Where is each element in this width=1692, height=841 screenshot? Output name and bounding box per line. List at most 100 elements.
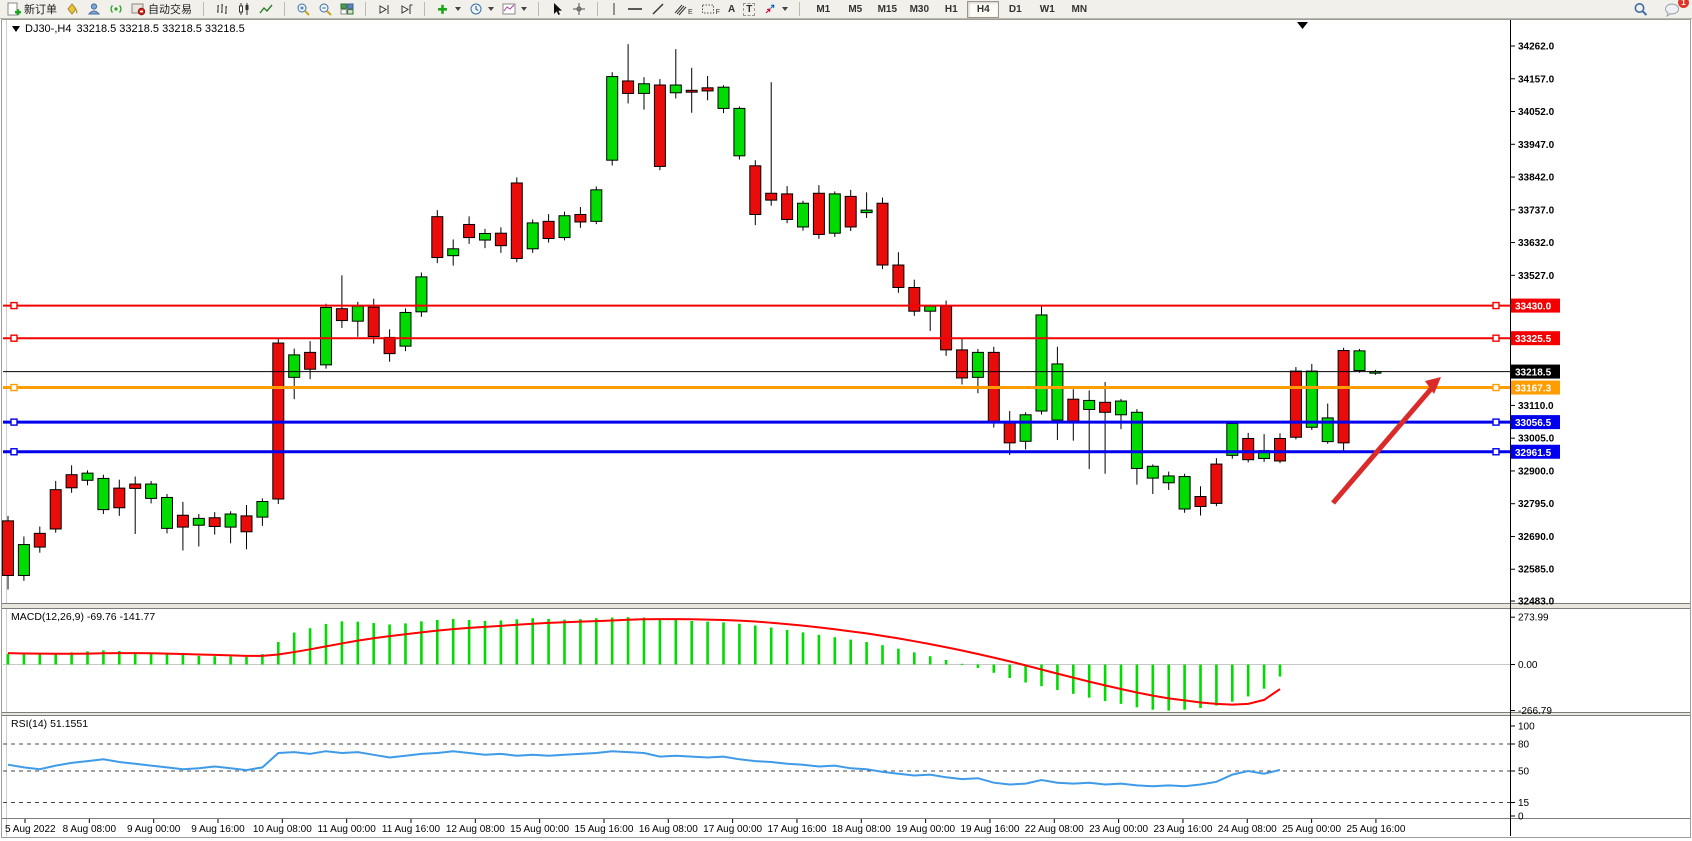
svg-text:10 Aug 08:00: 10 Aug 08:00 bbox=[253, 824, 312, 835]
chart-title: DJ30-,H4 33218.5 33218.5 33218.5 33218.5 bbox=[12, 23, 245, 35]
fibonacci-tool-button[interactable]: E bbox=[669, 0, 697, 18]
crosshair-icon bbox=[572, 2, 586, 16]
timeframe-button-m30[interactable]: M30 bbox=[909, 3, 930, 15]
new-order-button[interactable]: 新订单 bbox=[3, 0, 61, 19]
pane-splitter-0[interactable] bbox=[2, 603, 1690, 609]
timeframe-button-m5[interactable]: M5 bbox=[848, 3, 863, 15]
svg-text:-266.79: -266.79 bbox=[1518, 706, 1552, 717]
svg-text:34052.0: 34052.0 bbox=[1518, 107, 1555, 118]
svg-text:9 Aug 00:00: 9 Aug 00:00 bbox=[127, 824, 181, 835]
indicators-dropdown-caret bbox=[455, 7, 461, 11]
timeframe-toolbar: M1 M5 M15 M30 H1 H4 D1 W1 MN bbox=[804, 0, 1098, 18]
candlestick-mode-button[interactable] bbox=[233, 0, 255, 18]
scroll-end-marker[interactable] bbox=[1297, 22, 1308, 29]
templates-dropdown-caret bbox=[521, 7, 527, 11]
price-axis[interactable]: 34262.0 34157.0 34052.0 33947.0 33842.0 33737… bbox=[1510, 42, 1560, 608]
pane-splitter-1[interactable] bbox=[2, 712, 1690, 716]
svg-text:100: 100 bbox=[1518, 722, 1535, 733]
new-order-icon bbox=[7, 2, 21, 16]
arrows-tool-button[interactable] bbox=[759, 0, 792, 18]
text-label-tool-button[interactable]: T bbox=[739, 1, 759, 18]
signals-button[interactable] bbox=[105, 0, 127, 18]
tile-windows-button[interactable] bbox=[336, 0, 358, 18]
symbol-name: DJ30-,H4 bbox=[25, 23, 72, 35]
svg-text:16 Aug 08:00: 16 Aug 08:00 bbox=[639, 824, 698, 835]
symbol-dropdown-icon[interactable] bbox=[12, 26, 20, 32]
svg-text:33737.0: 33737.0 bbox=[1518, 205, 1555, 216]
cursor-tool-button[interactable] bbox=[546, 0, 568, 18]
periods-dropdown-caret bbox=[488, 7, 494, 11]
vertical-line-tool-button[interactable] bbox=[605, 0, 623, 18]
signal-icon bbox=[109, 2, 123, 16]
indicators-button[interactable] bbox=[432, 0, 465, 18]
chart-shift-button[interactable] bbox=[395, 0, 417, 18]
svg-text:33632.0: 33632.0 bbox=[1518, 238, 1555, 249]
svg-text:33430.0: 33430.0 bbox=[1515, 302, 1552, 313]
rsi-pane: 100 80 50 15 0 bbox=[3, 722, 1535, 823]
auto-scroll-button[interactable] bbox=[373, 0, 395, 18]
svg-text:5 Aug 2022: 5 Aug 2022 bbox=[5, 824, 56, 835]
svg-text:17 Aug 00:00: 17 Aug 00:00 bbox=[703, 824, 762, 835]
timeframe-button-m1[interactable]: M1 bbox=[816, 3, 831, 15]
timeframe-button-mn[interactable]: MN bbox=[1071, 3, 1088, 15]
templates-button[interactable] bbox=[498, 0, 531, 18]
chat-bubble-icon bbox=[1664, 2, 1680, 17]
periods-button[interactable] bbox=[465, 0, 498, 18]
text-tool-button[interactable]: A bbox=[724, 2, 739, 17]
symbol-quotes: 33218.5 33218.5 33218.5 33218.5 bbox=[76, 23, 245, 35]
timeframe-button-d1[interactable]: D1 bbox=[1008, 3, 1022, 15]
svg-text:80: 80 bbox=[1518, 740, 1530, 751]
svg-text:23 Aug 00:00: 23 Aug 00:00 bbox=[1089, 824, 1148, 835]
price-level-label: 33325.5 bbox=[1511, 331, 1560, 346]
bar-chart-icon bbox=[215, 2, 229, 16]
line-chart-mode-button[interactable] bbox=[255, 0, 277, 18]
annotation-arrow[interactable] bbox=[1331, 377, 1441, 505]
svg-text:15 Aug 00:00: 15 Aug 00:00 bbox=[510, 824, 569, 835]
text-tool-icon: A bbox=[727, 3, 736, 15]
svg-text:34262.0: 34262.0 bbox=[1518, 42, 1555, 53]
svg-text:33056.5: 33056.5 bbox=[1515, 418, 1552, 429]
autotrading-label: 自动交易 bbox=[148, 4, 192, 16]
svg-text:34157.0: 34157.0 bbox=[1518, 74, 1555, 85]
svg-text:18 Aug 08:00: 18 Aug 08:00 bbox=[832, 824, 891, 835]
svg-text:15: 15 bbox=[1518, 798, 1530, 809]
trendline-tool-button[interactable] bbox=[647, 0, 669, 18]
bar-chart-mode-button[interactable] bbox=[211, 0, 233, 18]
timeframe-button-h1[interactable]: H1 bbox=[944, 3, 958, 15]
styler-button[interactable] bbox=[61, 0, 83, 18]
fibonacci-icon bbox=[673, 2, 687, 16]
channel-tool-button[interactable]: F bbox=[697, 0, 724, 18]
timeframe-button-m15[interactable]: M15 bbox=[877, 3, 898, 15]
svg-text:19 Aug 16:00: 19 Aug 16:00 bbox=[960, 824, 1019, 835]
autotrading-button[interactable]: 自动交易 bbox=[127, 0, 196, 19]
arrows-dropdown-caret bbox=[782, 7, 789, 11]
svg-text:11 Aug 00:00: 11 Aug 00:00 bbox=[318, 824, 377, 835]
profile-button[interactable] bbox=[83, 0, 105, 18]
horizontal-line-tool-button[interactable] bbox=[623, 0, 647, 18]
price-level-lines[interactable] bbox=[3, 301, 1510, 456]
svg-text:33842.0: 33842.0 bbox=[1518, 173, 1555, 184]
svg-text:25 Aug 00:00: 25 Aug 00:00 bbox=[1282, 824, 1341, 835]
svg-text:273.99: 273.99 bbox=[1518, 613, 1549, 624]
zoom-in-button[interactable] bbox=[292, 0, 314, 18]
crosshair-tool-button[interactable] bbox=[568, 0, 590, 18]
timeframe-button-w1[interactable]: W1 bbox=[1039, 3, 1055, 15]
svg-text:0: 0 bbox=[1518, 812, 1524, 823]
search-button[interactable] bbox=[1629, 0, 1652, 19]
price-level-label: 33056.5 bbox=[1511, 415, 1560, 430]
chart-shift-icon bbox=[399, 2, 413, 16]
notifications-button[interactable]: 1 bbox=[1660, 0, 1689, 19]
line-chart-icon bbox=[259, 2, 273, 16]
horizontal-line-icon bbox=[627, 2, 643, 16]
tile-windows-icon bbox=[340, 2, 354, 16]
macd-label: MACD(12,26,9) -69.76 -141.77 bbox=[11, 611, 156, 623]
svg-text:11 Aug 16:00: 11 Aug 16:00 bbox=[382, 824, 441, 835]
trendline-icon bbox=[651, 2, 665, 16]
rsi-label: RSI(14) 51.1551 bbox=[11, 718, 89, 730]
time-axis[interactable]: 5 Aug 2022 8 Aug 08:00 9 Aug 00:00 9 Aug 16… bbox=[5, 819, 1406, 835]
timeframe-button-h4[interactable]: H4 bbox=[967, 0, 1000, 18]
candlestick-chart-icon bbox=[237, 2, 251, 16]
zoom-out-button[interactable] bbox=[314, 0, 336, 18]
svg-text:12 Aug 08:00: 12 Aug 08:00 bbox=[446, 824, 505, 835]
